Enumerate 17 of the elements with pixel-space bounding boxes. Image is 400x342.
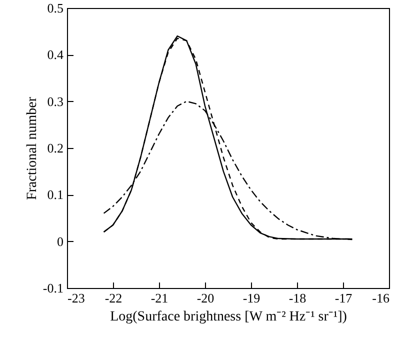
x-tick-label: -18 (288, 290, 306, 306)
x-tick-label: -17 (334, 290, 353, 306)
y-tick-label: 0 (57, 234, 64, 249)
y-tick-label: 0.1 (47, 187, 64, 202)
x-tick-label: -20 (196, 290, 214, 306)
x-tick-label: -22 (104, 290, 122, 306)
y-tick-label: 0.2 (47, 140, 64, 156)
x-tick-label: -16 (372, 290, 390, 306)
y-tick-label: 0.3 (47, 94, 64, 109)
y-tick-label: -0.1 (42, 280, 64, 296)
y-tick-label: 0.5 (47, 0, 64, 16)
x-tick-label: -23 (68, 290, 85, 306)
x-tick-label: -21 (150, 290, 168, 306)
x-tick-label: -19 (242, 290, 260, 306)
x-axis-title: Log(Surface brightness [W m⁻² Hz⁻¹ sr⁻¹]) (110, 310, 348, 324)
y-tick-label: 0.4 (47, 47, 64, 62)
y-axis-title: Fractional number (24, 96, 40, 200)
